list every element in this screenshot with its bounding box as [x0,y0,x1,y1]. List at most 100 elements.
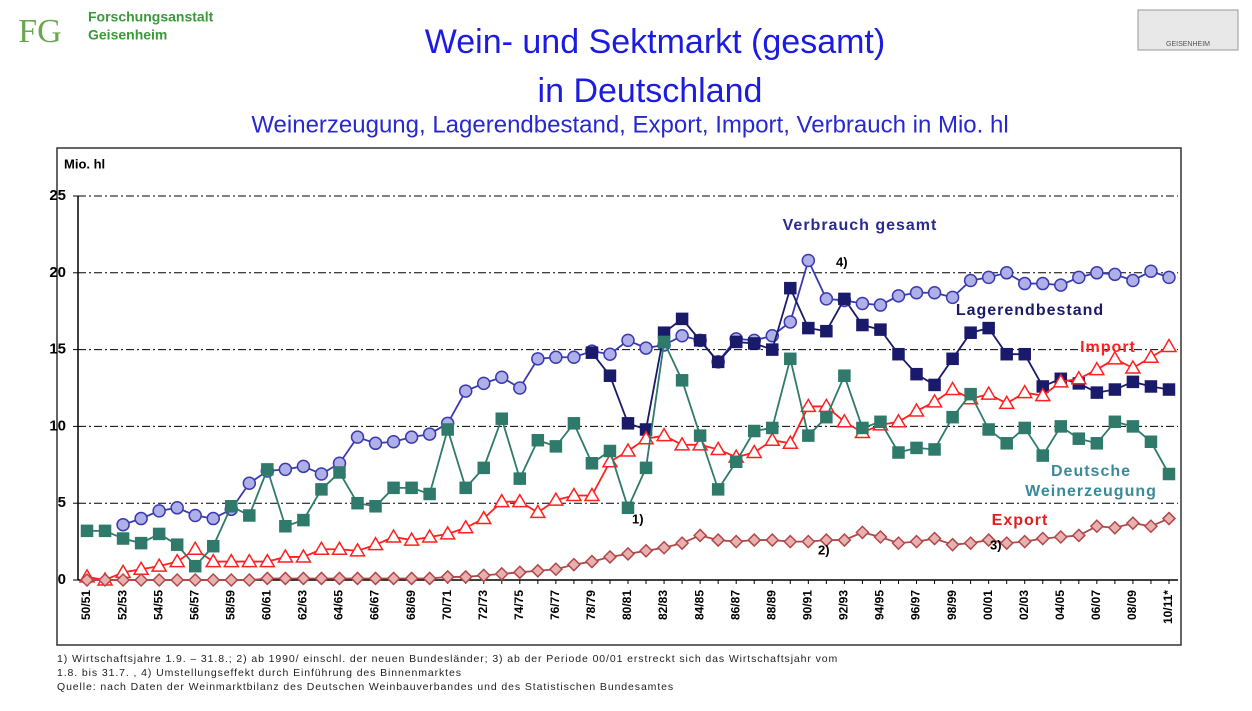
title: Wein- und Sektmarkt (gesamt) [425,23,885,61]
marker [458,569,473,584]
marker [1090,437,1104,450]
logo: FG [18,13,61,50]
marker [566,557,581,572]
marker [222,553,240,568]
marker [926,393,943,408]
marker [945,537,960,552]
marker [657,335,671,349]
marker [837,533,852,548]
x-tick-label: 74/75 [512,590,526,620]
marker [225,500,238,513]
marker [693,528,708,543]
marker [998,394,1015,410]
marker [98,524,112,538]
marker [693,334,707,347]
marker [186,540,204,556]
marker [1072,432,1086,445]
marker [1126,420,1140,433]
marker [729,335,743,349]
marker [206,539,220,553]
marker [1126,375,1140,389]
marker [639,341,653,355]
marker [134,536,148,550]
marker [1161,511,1177,526]
marker [729,455,743,468]
marker [116,517,130,532]
marker [530,563,545,578]
marker [387,481,400,495]
marker [1036,276,1050,291]
marker [1162,383,1176,396]
marker [79,572,95,588]
marker [729,534,744,549]
marker [386,571,401,586]
marker [928,443,941,456]
marker [1088,361,1106,376]
marker [711,483,725,496]
subtitle: Weinerzeugung, Lagerendbestand, Export, … [251,111,1008,138]
marker [97,572,113,588]
marker [910,367,923,381]
marker [892,446,905,459]
marker [621,333,635,348]
marker [242,572,257,588]
institution: Forschungsanstalt [88,9,214,25]
marker [369,500,382,513]
marker [675,374,689,387]
marker [1126,273,1140,288]
institution: Geisenheim [88,27,167,43]
marker [819,533,834,548]
x-tick-label: 54/55 [151,590,165,620]
marker [873,298,888,312]
marker [1162,467,1176,481]
marker [585,457,599,470]
marker [188,559,202,573]
marker [423,487,436,501]
marker [513,381,527,395]
x-tick-label: 86/87 [728,590,742,620]
marker [1072,270,1086,285]
marker [1017,276,1032,291]
marker [892,347,905,361]
marker [441,423,454,436]
marker [1124,359,1142,374]
marker [619,442,637,457]
annotation: 3) [990,537,1002,552]
series-label: Deutsche Weinerzeugung [1025,463,1157,500]
marker [836,413,853,428]
x-tick-label: 62/63 [296,590,310,620]
marker [531,433,545,447]
x-tick-label: 92/93 [837,590,851,620]
marker [583,487,601,502]
x-tick-label: 56/57 [187,590,201,620]
x-tick-label: 88/89 [764,590,778,620]
marker [745,444,763,459]
marker [512,565,527,580]
x-tick-label: 58/59 [223,590,237,620]
marker [982,423,995,436]
x-tick-label: 66/67 [368,590,382,620]
marker [747,424,761,438]
marker [856,421,869,435]
marker [315,483,328,496]
marker [548,562,563,577]
marker [1142,348,1160,364]
marker [820,324,833,338]
marker [927,286,942,300]
y-axis-label: Mio. hl [64,156,105,171]
marker [295,548,312,563]
marker [1054,278,1068,292]
marker [909,534,924,549]
marker [874,323,887,336]
marker [1070,370,1088,385]
marker [856,318,869,332]
y-tick-label: 5 [58,494,66,511]
x-tick-label: 76/77 [548,590,562,620]
marker [116,572,131,588]
marker [999,266,1014,280]
marker [963,273,978,288]
marker [657,540,672,555]
marker [495,370,509,384]
plot-frame [56,147,1182,646]
